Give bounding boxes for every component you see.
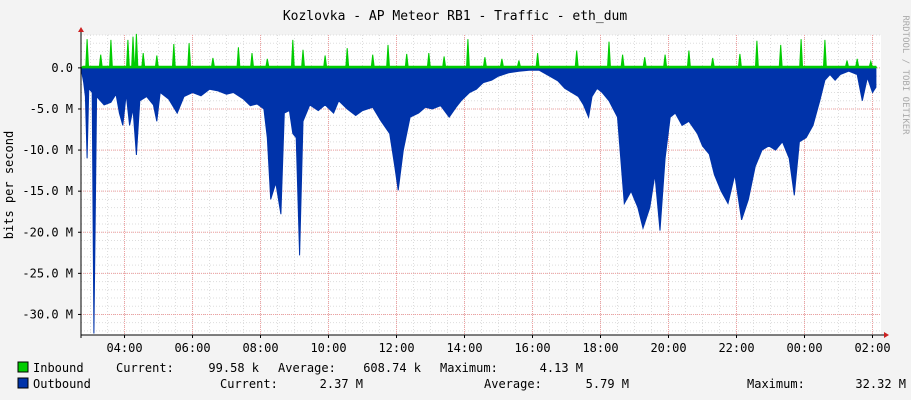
x-axis-arrow (884, 332, 889, 338)
x-tick-label: 14:00 (446, 341, 482, 355)
legend-inbound-label: Inbound (33, 361, 84, 375)
legend-outbound-average: 5.79 M (586, 377, 629, 391)
legend-inbound-average: 608.74 k (363, 361, 422, 375)
inbound-area (80, 33, 878, 69)
legend-outbound-label: Outbound (33, 377, 91, 391)
legend-outbound-maximum-label: Maximum: (747, 377, 805, 391)
y-tick-label: -15.0 M (22, 184, 73, 198)
y-axis-arrow (78, 27, 84, 32)
rrdtool-credit: RRDTOOL / TOBI OETIKER (900, 15, 910, 135)
legend-outbound-current-label: Current: (220, 377, 278, 391)
x-tick-label: 10:00 (310, 341, 346, 355)
legend-inbound-maximum-label: Maximum: (440, 361, 498, 375)
x-tick-label: 00:00 (786, 341, 822, 355)
legend-outbound-maximum: 32.32 M (855, 377, 906, 391)
y-tick-label: -20.0 M (22, 225, 73, 239)
y-tick-label: -5.0 M (30, 102, 73, 116)
x-tick-label: 18:00 (582, 341, 618, 355)
legend-inbound: Inbound Current: 99.58 k Average: 608.74… (17, 361, 583, 375)
x-tick-label: 16:00 (514, 341, 550, 355)
legend-outbound-swatch (17, 377, 29, 389)
x-tick-label: 04:00 (106, 341, 142, 355)
legend-inbound-swatch (17, 361, 29, 373)
x-tick-labels: 04:00 06:00 08:00 10:00 12:00 14:00 16:00 18:00… (106, 341, 890, 355)
legend-outbound: Outbound Current: 2.37 M Average: 5.79 M… (17, 377, 906, 391)
y-tick-label: -10.0 M (22, 143, 73, 157)
y-tick-labels: 0.0 -5.0 M -10.0 M -15.0 M -20.0 M -25.0 M -30… (22, 61, 73, 322)
axes (78, 27, 889, 338)
y-tick-label: -25.0 M (22, 266, 73, 280)
x-tick-label: 08:00 (242, 341, 278, 355)
legend-outbound-average-label: Average: (484, 377, 542, 391)
x-tick-label: 12:00 (378, 341, 414, 355)
y-tick-label: -30.0 M (22, 307, 73, 321)
x-tick-label: 22:00 (718, 341, 754, 355)
legend-inbound-average-label: Average: (278, 361, 336, 375)
x-tick-label: 06:00 (174, 341, 210, 355)
legend-outbound-current: 2.37 M (320, 377, 363, 391)
chart-title: Kozlovka - AP Meteor RB1 - Traffic - eth… (283, 9, 628, 24)
outbound-area (80, 67, 877, 334)
y-axis-label: bits per second (2, 131, 16, 239)
y-tick-label: 0.0 (51, 61, 73, 75)
legend-inbound-current: 99.58 k (208, 361, 259, 375)
series-layer (80, 33, 878, 334)
x-tick-label: 20:00 (650, 341, 686, 355)
legend-inbound-maximum: 4.13 M (540, 361, 583, 375)
legend-inbound-current-label: Current: (116, 361, 174, 375)
x-tick-label: 02:00 (854, 341, 890, 355)
